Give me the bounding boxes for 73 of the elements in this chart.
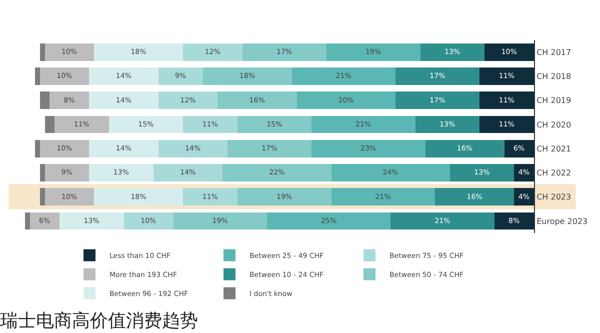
bar — [484, 43, 534, 61]
bar — [158, 68, 203, 85]
bar — [514, 188, 534, 206]
bar — [40, 188, 45, 206]
bar — [40, 68, 90, 85]
bar — [89, 68, 158, 85]
bar — [326, 43, 420, 61]
y-tick-label: CH 2021 — [536, 144, 572, 154]
y-tick-label: CH 2018 — [536, 72, 572, 81]
bar — [109, 116, 184, 134]
bar — [267, 212, 391, 230]
bar — [153, 164, 223, 182]
bar — [183, 116, 238, 134]
bar — [312, 116, 416, 134]
bar — [50, 92, 90, 109]
bar — [40, 43, 45, 61]
bar — [390, 212, 494, 230]
bar — [504, 140, 534, 158]
y-tick-label: CH 2019 — [536, 96, 572, 106]
bar — [435, 188, 514, 206]
bar — [480, 116, 534, 134]
bar — [40, 92, 50, 109]
bar — [89, 140, 158, 158]
bar — [44, 116, 55, 134]
bar — [44, 43, 94, 61]
bar — [60, 212, 124, 230]
bar — [173, 212, 268, 230]
bar — [238, 188, 332, 206]
bar — [415, 116, 480, 134]
bar — [331, 188, 436, 206]
bar — [202, 68, 292, 85]
y-tick-label: CH 2017 — [536, 48, 572, 57]
bar — [94, 43, 184, 61]
bar — [183, 43, 242, 61]
bar — [292, 68, 396, 85]
bar — [331, 164, 450, 182]
bar — [124, 212, 174, 230]
bar — [94, 188, 184, 206]
bar — [494, 212, 534, 230]
y-tick-label: Europe 2023 — [536, 216, 588, 226]
bar — [425, 140, 504, 158]
bar — [34, 68, 40, 85]
bar — [89, 92, 158, 109]
bar — [44, 164, 90, 182]
bar — [183, 188, 238, 206]
bar — [242, 43, 326, 61]
bar — [30, 212, 60, 230]
text: 瑞士电商高价值消费趋势 — [0, 310, 198, 332]
bar — [396, 68, 480, 85]
bar — [480, 92, 534, 109]
bar — [514, 164, 534, 182]
y-tick-label: CH 2023 — [536, 192, 572, 202]
bar — [396, 92, 480, 109]
bar — [44, 188, 94, 206]
bar — [238, 116, 312, 134]
y-tick-label: CH 2020 — [536, 120, 572, 130]
bar — [158, 140, 228, 158]
bar — [296, 92, 396, 109]
bar — [34, 140, 40, 158]
bar — [222, 164, 332, 182]
bar — [25, 212, 30, 230]
bar — [312, 140, 426, 158]
bar — [450, 164, 514, 182]
bar — [228, 140, 312, 158]
bar — [480, 68, 534, 85]
bar — [218, 92, 297, 109]
y-tick-label: CH 2022 — [536, 168, 572, 178]
bar — [40, 140, 90, 158]
bar — [40, 164, 45, 182]
bar — [54, 116, 110, 134]
bar — [158, 92, 218, 109]
bar — [420, 43, 485, 61]
bar — [89, 164, 154, 182]
